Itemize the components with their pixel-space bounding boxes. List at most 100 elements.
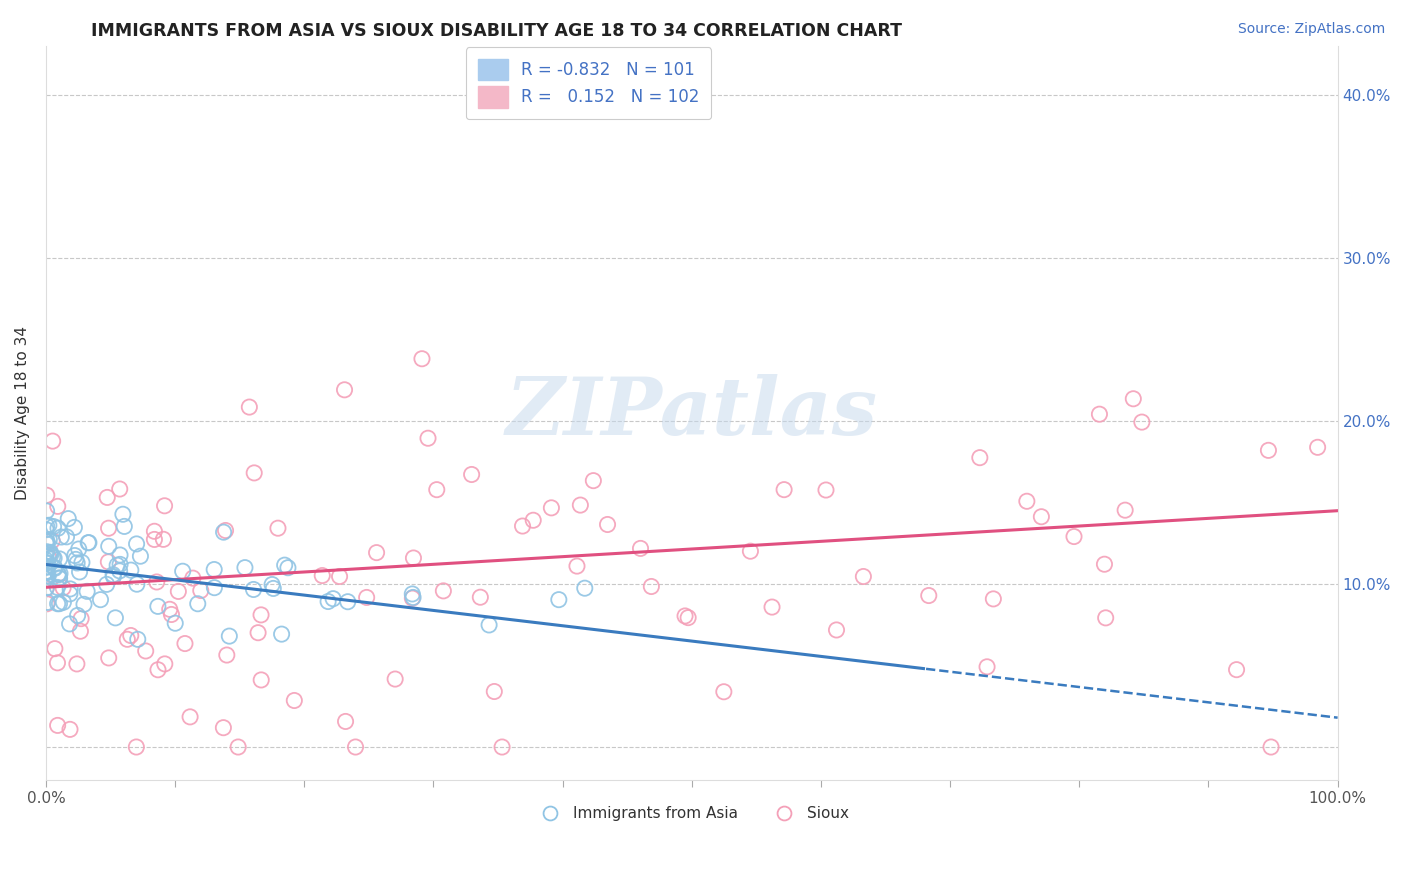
Point	[416, 431, 439, 445]
Point	[111, 508, 134, 522]
Text: Source: ZipAtlas.com: Source: ZipAtlas.com	[1237, 22, 1385, 37]
Point	[39, 548, 62, 562]
Point	[1260, 739, 1282, 754]
Point	[39, 545, 62, 559]
Point	[491, 739, 513, 754]
Point	[152, 533, 174, 547]
Point	[773, 483, 796, 497]
Point	[120, 628, 142, 642]
Point	[243, 466, 266, 480]
Point	[153, 499, 176, 513]
Point	[48, 552, 70, 566]
Point	[1306, 440, 1329, 454]
Point	[52, 595, 75, 609]
Point	[250, 673, 273, 687]
Point	[35, 572, 58, 586]
Point	[569, 498, 592, 512]
Point	[470, 591, 492, 605]
Point	[852, 569, 875, 583]
Text: IMMIGRANTS FROM ASIA VS SIOUX DISABILITY AGE 18 TO 34 CORRELATION CHART: IMMIGRANTS FROM ASIA VS SIOUX DISABILITY…	[91, 22, 903, 40]
Point	[969, 450, 991, 465]
Point	[179, 710, 201, 724]
Point	[103, 569, 125, 583]
Point	[127, 632, 149, 647]
Point	[48, 571, 70, 585]
Point	[160, 607, 183, 622]
Text: ZIPatlas: ZIPatlas	[506, 374, 877, 451]
Point	[825, 623, 848, 637]
Point	[983, 591, 1005, 606]
Point	[38, 550, 60, 565]
Point	[596, 517, 619, 532]
Point	[69, 565, 91, 579]
Point	[41, 550, 63, 565]
Point	[108, 482, 131, 496]
Point	[125, 739, 148, 754]
Point	[1130, 415, 1153, 429]
Point	[112, 519, 135, 533]
Point	[247, 625, 270, 640]
Point	[35, 565, 58, 579]
Point	[181, 571, 204, 585]
Point	[713, 685, 735, 699]
Point	[46, 656, 69, 670]
Point	[42, 551, 65, 566]
Point	[212, 525, 235, 540]
Point	[35, 597, 58, 611]
Point	[242, 582, 264, 597]
Y-axis label: Disability Age 18 to 34: Disability Age 18 to 34	[15, 326, 30, 500]
Point	[226, 739, 249, 754]
Point	[35, 534, 58, 549]
Point	[673, 609, 696, 624]
Point	[35, 537, 58, 551]
Point	[761, 600, 783, 615]
Point	[233, 560, 256, 574]
Point	[478, 618, 501, 632]
Point	[146, 663, 169, 677]
Point	[262, 582, 284, 596]
Point	[145, 574, 167, 589]
Point	[44, 561, 66, 575]
Point	[66, 657, 89, 671]
Point	[35, 553, 58, 567]
Point	[316, 594, 339, 608]
Point	[283, 693, 305, 707]
Point	[336, 595, 359, 609]
Point	[135, 644, 157, 658]
Point	[484, 684, 506, 698]
Point	[411, 351, 433, 366]
Point	[329, 569, 352, 583]
Point	[42, 519, 65, 533]
Point	[344, 739, 367, 754]
Point	[58, 511, 80, 525]
Point	[59, 587, 82, 601]
Point	[143, 533, 166, 547]
Point	[366, 546, 388, 560]
Point	[976, 660, 998, 674]
Point	[38, 533, 60, 547]
Point	[35, 581, 58, 595]
Point	[384, 672, 406, 686]
Point	[108, 564, 131, 578]
Point	[432, 583, 454, 598]
Point	[38, 518, 60, 533]
Point	[108, 548, 131, 562]
Point	[401, 587, 423, 601]
Point	[46, 581, 69, 595]
Point	[77, 535, 100, 549]
Point	[108, 558, 131, 572]
Point	[125, 577, 148, 591]
Point	[202, 562, 225, 576]
Point	[117, 632, 139, 647]
Point	[52, 581, 75, 595]
Point	[202, 581, 225, 595]
Point	[97, 651, 120, 665]
Point	[37, 556, 59, 570]
Point	[165, 616, 187, 631]
Point	[215, 648, 238, 662]
Point	[66, 608, 89, 623]
Point	[35, 519, 58, 533]
Point	[104, 611, 127, 625]
Point	[174, 636, 197, 650]
Point	[273, 558, 295, 573]
